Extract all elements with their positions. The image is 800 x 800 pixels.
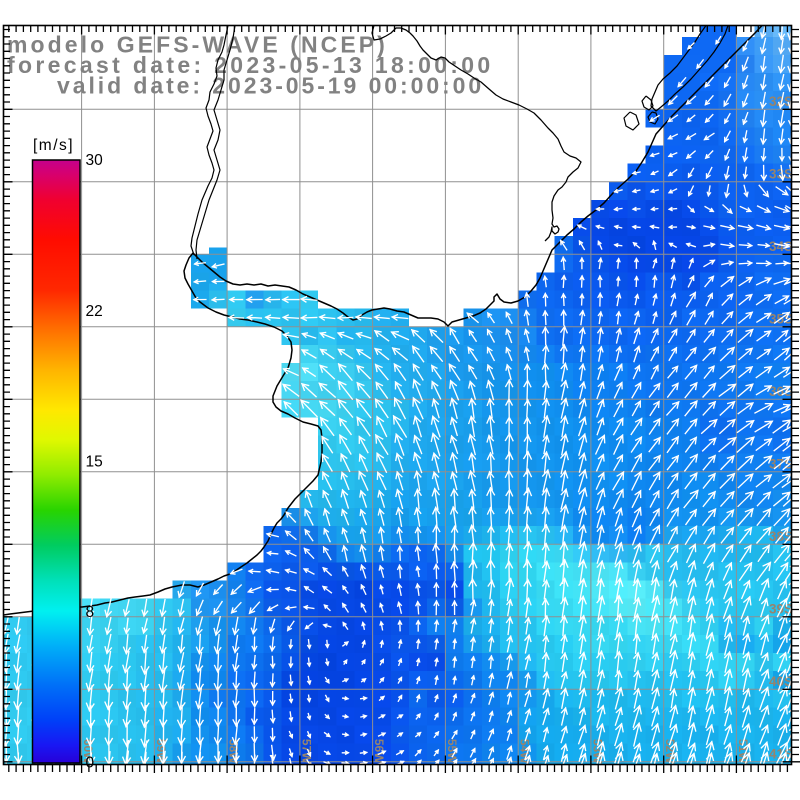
svg-text:modelo GEFS-WAVE (NCEP): modelo GEFS-WAVE (NCEP) <box>7 32 388 58</box>
svg-text:0: 0 <box>86 755 95 772</box>
svg-text:51W: 51W <box>736 739 750 764</box>
svg-text:30: 30 <box>86 152 104 169</box>
svg-text:valid date: 2023-05-19 00:00:0: valid date: 2023-05-19 00:00:00 <box>57 73 484 99</box>
svg-text:[m/s]: [m/s] <box>33 137 74 154</box>
svg-text:34S: 34S <box>769 239 793 254</box>
svg-text:15: 15 <box>86 454 103 471</box>
svg-text:55W: 55W <box>445 739 459 764</box>
svg-text:33S: 33S <box>769 166 793 181</box>
svg-text:22: 22 <box>86 303 103 320</box>
svg-text:forecast date: 2023-05-13 18:0: forecast date: 2023-05-13 18:00:00 <box>7 52 494 78</box>
svg-text:57W: 57W <box>299 739 313 764</box>
svg-text:54W: 54W <box>518 739 532 764</box>
svg-text:8: 8 <box>86 604 95 621</box>
svg-text:58W: 58W <box>227 739 241 764</box>
svg-text:32S: 32S <box>769 94 793 109</box>
svg-text:56W: 56W <box>372 739 386 764</box>
